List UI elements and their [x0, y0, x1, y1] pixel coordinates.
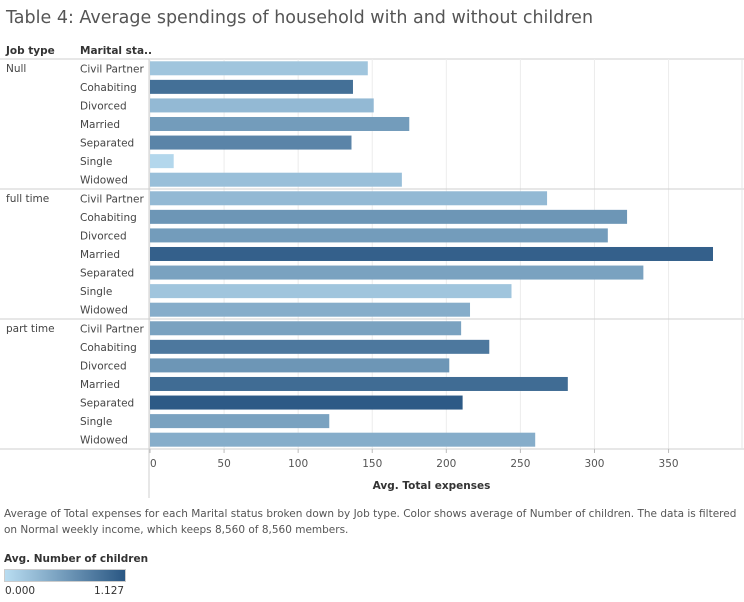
x-tick-label: 0 [150, 458, 157, 470]
bar [150, 376, 568, 391]
bar [150, 116, 410, 131]
x-tick-label: 350 [659, 458, 679, 470]
bar [150, 98, 374, 113]
bar [150, 191, 548, 206]
category-label: Civil Partner [80, 63, 144, 75]
bar [150, 339, 490, 354]
chart-caption: Average of Total expenses for each Marit… [4, 508, 737, 536]
category-label: Widowed [80, 175, 128, 187]
category-label: Married [80, 119, 120, 131]
category-label: Divorced [80, 360, 127, 372]
category-label: Single [80, 156, 112, 168]
category-label: Widowed [80, 435, 128, 447]
x-tick-label: 150 [362, 458, 382, 470]
category-label: Widowed [80, 305, 128, 317]
bar [150, 154, 174, 169]
category-label: Single [80, 416, 112, 428]
bar [150, 432, 536, 447]
category-label: Single [80, 286, 112, 298]
x-tick-label: 250 [510, 458, 530, 470]
bar [150, 228, 608, 243]
category-label: Separated [80, 398, 134, 410]
bar-chart: Job type Marital sta.. Null Civil Partner Co… [0, 45, 744, 498]
category-label: Separated [80, 138, 134, 150]
category-label: Cohabiting [80, 212, 137, 224]
column-header-job-type: Job type [5, 45, 55, 57]
color-legend-max-label: 1.127 [94, 585, 125, 597]
color-legend-title: Avg. Number of children [4, 553, 149, 565]
bar [150, 61, 368, 76]
category-label: Married [80, 379, 120, 391]
category-label: Married [80, 249, 120, 261]
bar [150, 358, 450, 373]
group-label-null: Null [6, 63, 26, 75]
bar [150, 209, 628, 224]
bar [150, 135, 352, 150]
x-tick-label: 200 [436, 458, 456, 470]
bar [150, 414, 330, 429]
bar [150, 79, 353, 94]
category-label: Cohabiting [80, 82, 137, 94]
color-legend-min-label: 0.000 [5, 585, 36, 597]
category-label: Separated [80, 268, 134, 280]
bar [150, 395, 463, 410]
x-tick-label: 50 [217, 458, 230, 470]
category-label: Civil Partner [80, 193, 144, 205]
x-axis-title: Avg. Total expenses [373, 480, 491, 492]
bar [150, 302, 471, 317]
bar [150, 321, 462, 336]
category-label: Divorced [80, 230, 127, 242]
bar [150, 246, 713, 261]
category-label: Divorced [80, 100, 127, 112]
x-tick-label: 100 [288, 458, 308, 470]
bar [150, 265, 644, 280]
column-header-marital-status: Marital sta.. [80, 45, 152, 57]
category-label: Cohabiting [80, 342, 137, 354]
category-label: Civil Partner [80, 323, 144, 335]
group-label-part-time: part time [6, 323, 55, 335]
group-label-full-time: full time [6, 193, 49, 205]
bar [150, 284, 512, 299]
x-tick-label: 300 [584, 458, 604, 470]
chart-title: Table 4: Average spendings of household … [6, 8, 594, 28]
color-legend-gradient [4, 569, 126, 582]
bar [150, 172, 402, 187]
